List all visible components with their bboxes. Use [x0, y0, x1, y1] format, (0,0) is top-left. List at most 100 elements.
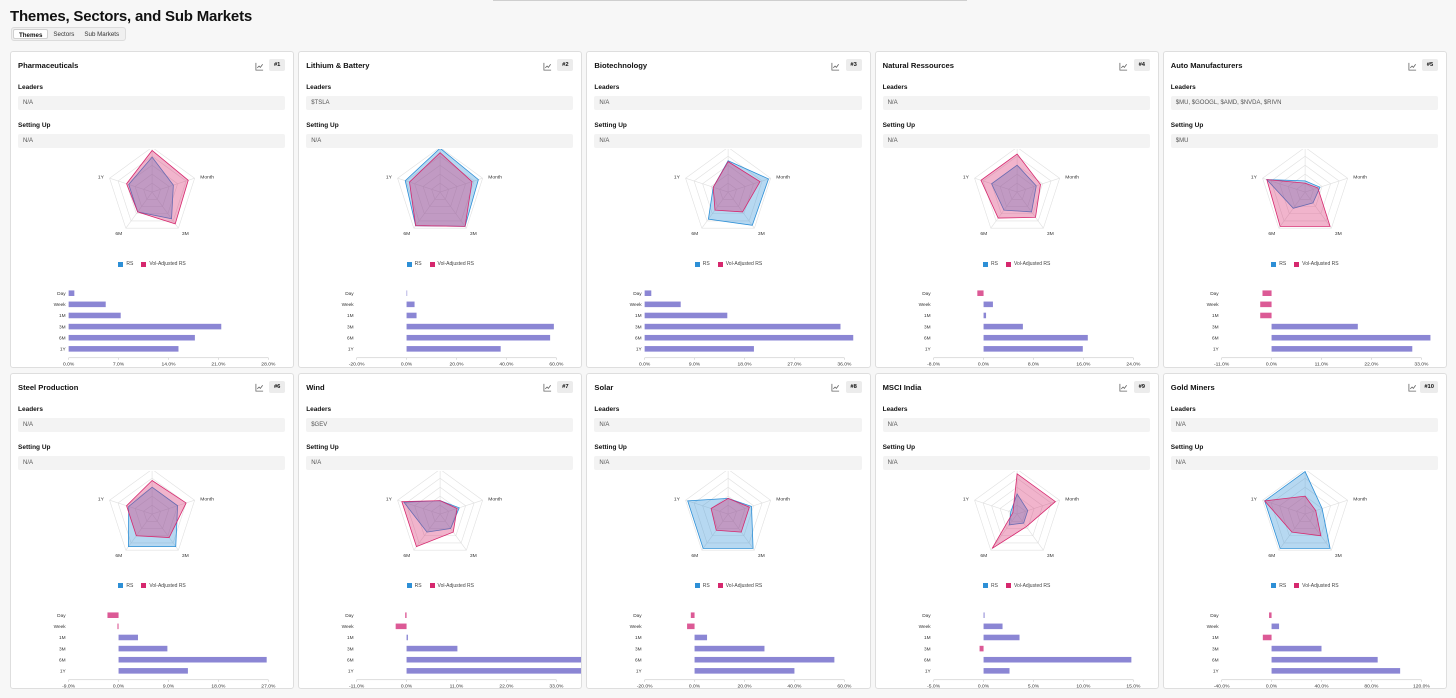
radar-series-vol-adjusted-rs [991, 472, 1056, 549]
radar-spoke [1016, 499, 1060, 514]
radar-axis-label: Month [200, 174, 214, 180]
setting-up-label: Setting Up [306, 443, 339, 451]
bar-category-label: 6M [1212, 336, 1219, 342]
legend-rs-swatch [118, 583, 124, 588]
chart-button[interactable] [1118, 382, 1130, 394]
tab-themes[interactable]: Themes [13, 29, 49, 39]
bar-category-label: 3M [347, 646, 354, 652]
legend-rs[interactable]: RS [1271, 261, 1286, 267]
bar-category-label: 1Y [60, 347, 67, 353]
legend-rs[interactable]: RS [694, 583, 710, 589]
bar-tick-label: 24.0% [1126, 362, 1141, 367]
legend-vol-label: Vol-Adjusted RS [1302, 261, 1339, 267]
card-title: Wind [306, 382, 325, 392]
bar-category-label: 3M [924, 324, 931, 330]
radar-series-rs [403, 499, 460, 533]
legend-rs[interactable]: RS [118, 583, 133, 589]
tab-sub-markets[interactable]: Sub Markets [84, 31, 120, 38]
chart-button[interactable] [1406, 382, 1418, 394]
rank-badge: #5 [1422, 59, 1438, 71]
legend-rs[interactable]: RS [1271, 583, 1286, 589]
bar-day [406, 290, 408, 296]
bar-chart: -9.0% 0.0% 9.0% 18.0% 27.0% Day Week 1M 3M 6M 1Y [54, 611, 276, 688]
legend-rs[interactable]: RS [118, 261, 133, 267]
legend-vol-adjusted-rs[interactable]: Vol-Adjusted RS [141, 261, 186, 267]
legend-vol-adjusted-rs[interactable]: Vol-Adjusted RS [1005, 583, 1050, 589]
chart-button[interactable] [1118, 60, 1130, 72]
bar-day [976, 290, 984, 296]
radar-axis-label: 3M [1335, 553, 1342, 559]
bar-week [645, 301, 682, 308]
legend-vol-adjusted-rs[interactable]: Vol-Adjusted RS [1294, 261, 1339, 267]
line-chart-icon [1407, 62, 1416, 71]
legend-vol-adjusted-rs[interactable]: Vol-Adjusted RS [717, 583, 762, 589]
legend-vol-label: Vol-Adjusted RS [437, 582, 474, 589]
bar-chart: -40.0% 0.0% 40.0% 80.0% 120.0% Day Week 1M 3M 6M 1… [1206, 611, 1430, 688]
legend-rs-swatch [1271, 583, 1277, 588]
radar-chart: WeekMonth3M6M1Y [386, 149, 502, 237]
legend-rs[interactable]: RS [983, 261, 998, 267]
legend-vol-swatch [429, 583, 435, 588]
chart-button[interactable] [830, 60, 842, 72]
bar-1m [1262, 634, 1272, 640]
legend-rs[interactable]: RS [983, 583, 998, 589]
chart-button[interactable] [541, 60, 553, 72]
radar-grid-ring [143, 182, 161, 200]
bar-category-label: Day [634, 612, 643, 618]
legend-rs-swatch [406, 583, 412, 588]
legend-rs[interactable]: RS [406, 261, 422, 267]
rank-badge: #7 [557, 380, 574, 393]
legend-vol-adjusted-rs[interactable]: Vol-Adjusted RS [717, 261, 763, 267]
bar-tick-label: 0.0% [689, 683, 701, 688]
bar-day [1268, 611, 1272, 618]
radar-spoke [974, 177, 1017, 193]
radar-spoke [1016, 191, 1044, 229]
tab-sectors[interactable]: Sectors [53, 31, 75, 38]
radar-axis-label: 1Y [386, 174, 393, 180]
bar-day [645, 290, 652, 296]
radar-axis-label: 3M [1046, 553, 1053, 559]
bar-1m [406, 312, 417, 319]
bar-tick-label: 7.0% [113, 362, 125, 367]
bar-tick-label: -20.0% [637, 683, 653, 688]
legend-rs[interactable]: RS [406, 583, 422, 589]
radar-legend: RS Vol-Adjusted RS [1164, 583, 1446, 589]
radar-axis-label: 3M [470, 553, 477, 559]
legend-vol-adjusted-rs[interactable]: Vol-Adjusted RS [429, 261, 474, 267]
bar-6m [118, 656, 267, 663]
legend-vol-adjusted-rs[interactable]: Vol-Adjusted RS [141, 583, 186, 589]
chart-button[interactable] [830, 382, 842, 394]
chart-button[interactable] [1406, 60, 1418, 72]
theme-card: Auto Manufacturers #5 Leaders $MU, $GOOGL, … [1162, 51, 1447, 368]
legend-vol-adjusted-rs[interactable]: Vol-Adjusted RS [429, 582, 474, 589]
rank-badge: #9 [1133, 380, 1150, 393]
leaders-value: $GEV [306, 417, 574, 432]
setting-up-label: Setting Up [1170, 122, 1204, 129]
legend-vol-adjusted-rs[interactable]: Vol-Adjusted RS [1005, 261, 1050, 267]
bar-6m [406, 334, 551, 341]
bar-category-label: Week [630, 624, 643, 630]
legend-rs[interactable]: RS [694, 261, 710, 267]
legend-vol-label: Vol-Adjusted RS [725, 261, 763, 267]
line-chart-icon [1119, 383, 1128, 392]
bar-week [117, 623, 119, 629]
bar-category-label: 1M [59, 313, 66, 319]
legend-vol-adjusted-rs[interactable]: Vol-Adjusted RS [1294, 583, 1339, 589]
bar-3m [118, 645, 168, 651]
bar-day [1262, 290, 1272, 296]
leaders-value: N/A [594, 96, 862, 110]
bar-tick-label: 27.0% [261, 683, 276, 688]
bar-category-label: Week [630, 302, 643, 308]
radar-spoke [1278, 191, 1306, 229]
bar-chart: -8.0% 0.0% 8.0% 16.0% 24.0% Day Week 1M 3M 6M 1Y [918, 290, 1141, 367]
radar-grid-ring [973, 149, 1060, 229]
bar-1m [645, 312, 728, 319]
chart-button[interactable] [541, 382, 553, 394]
chart-button[interactable] [253, 382, 265, 394]
chart-button[interactable] [253, 60, 265, 72]
bar-tick-label: 22.0% [500, 683, 515, 688]
legend-vol-label: Vol-Adjusted RS [437, 261, 474, 267]
bar-tick-label: 60.0% [838, 683, 853, 688]
bar-chart: -20.0% 0.0% 20.0% 40.0% 60.0% Day Week 1M 3M 6M 1Y [630, 611, 853, 688]
radar-grid-ring [1296, 504, 1314, 522]
